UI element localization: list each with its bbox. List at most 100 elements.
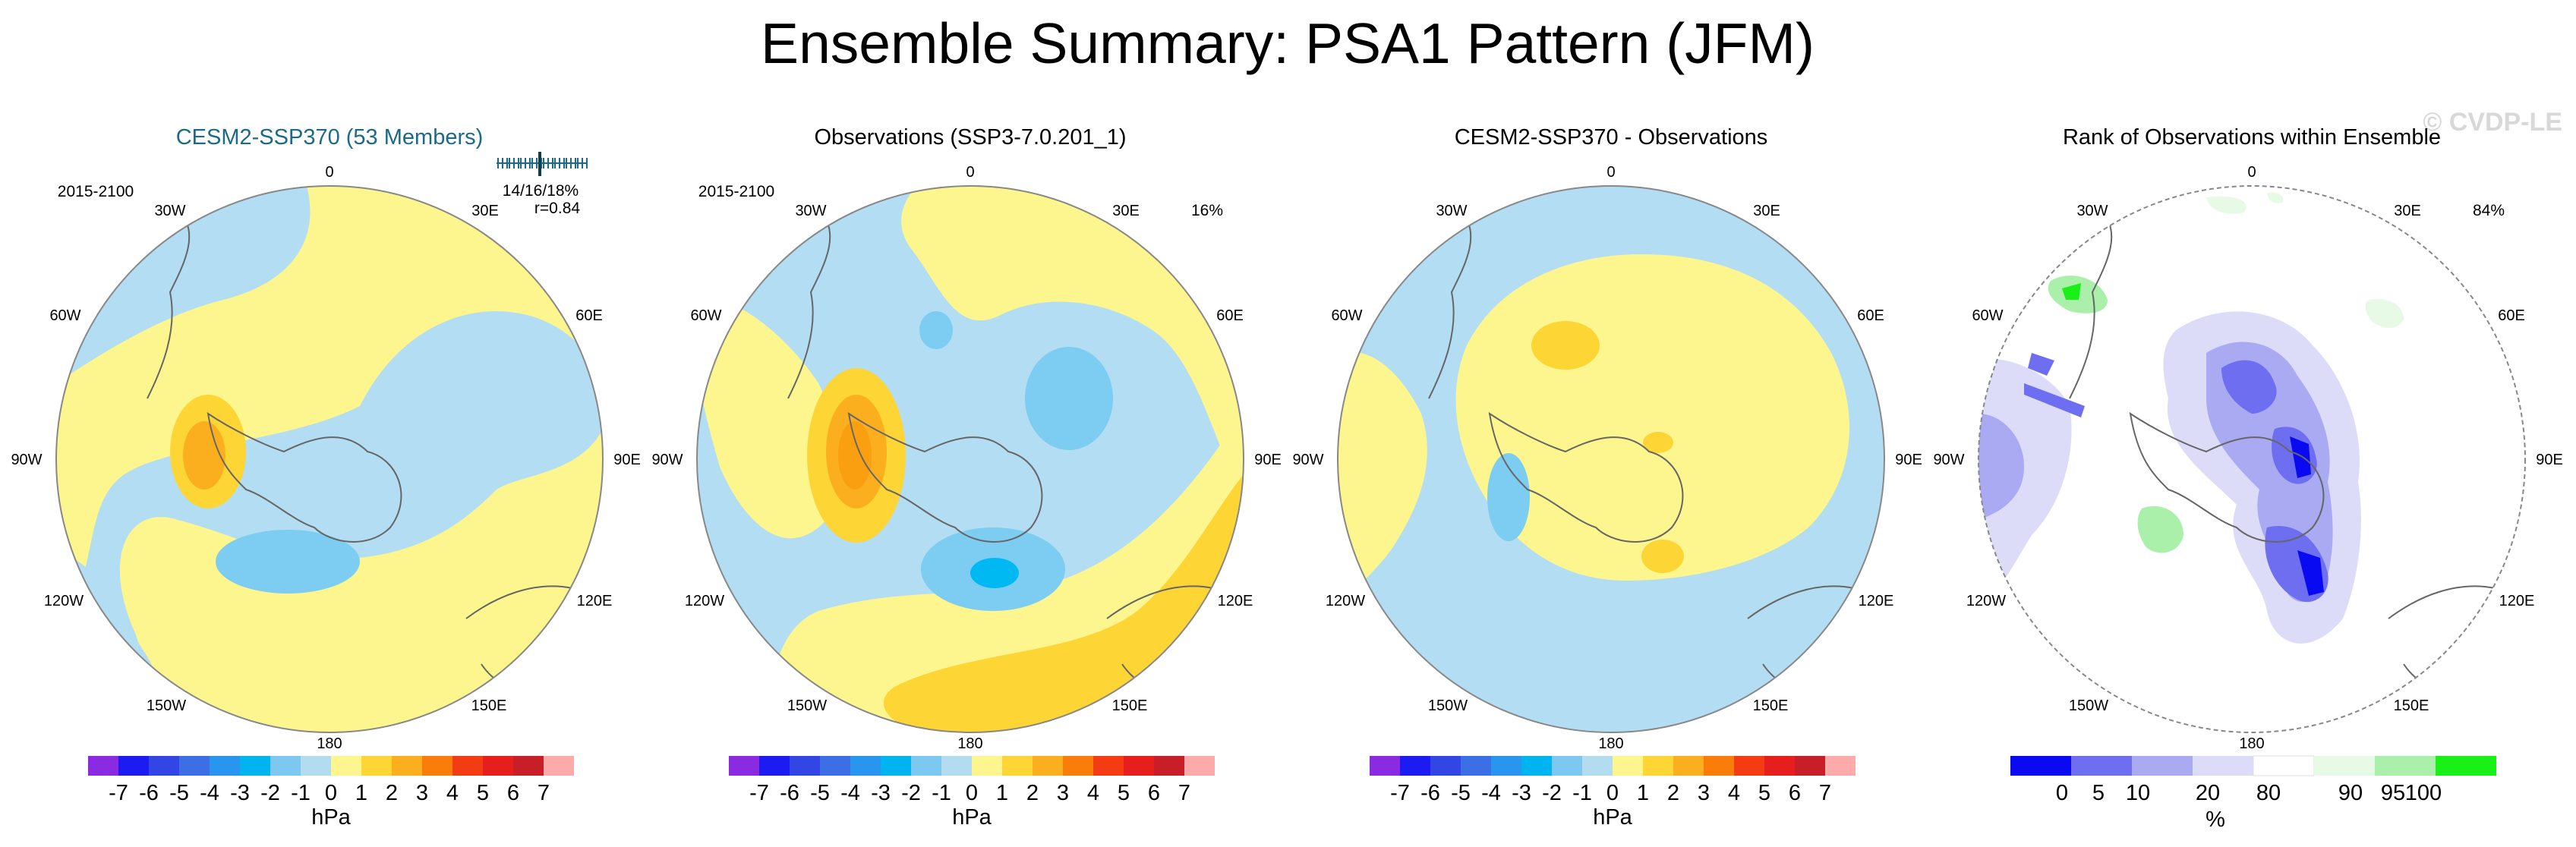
- colorbar-swatch: [2193, 756, 2253, 776]
- colorbar-tick-label: -2: [901, 781, 921, 805]
- colorbar-tick-label: 5: [477, 781, 489, 805]
- lon-label-0: 0: [966, 164, 974, 181]
- lon-label-60e: 60E: [2498, 307, 2525, 324]
- colorbar-tick-label: 4: [1728, 781, 1740, 805]
- colorbar-tick-label: 5: [2092, 781, 2105, 805]
- colorbar-swatch: [2314, 756, 2375, 776]
- colorbar-tick-label: 1: [996, 781, 1008, 805]
- colorbar-swatch: [544, 756, 574, 776]
- panel-observations: 0 180 30W 30E 60W 60E 90W 90E 120W 120E …: [651, 125, 1281, 752]
- ensemble-rank-strip: [497, 152, 588, 176]
- lon-label-90e: 90E: [1254, 452, 1282, 468]
- colorbar-swatch: [820, 756, 850, 776]
- colorbar-tick-label: -5: [810, 781, 830, 805]
- lon-label-30w: 30W: [1436, 203, 1467, 219]
- lon-label-120e: 120E: [1218, 593, 1253, 609]
- colorbar-swatch: [2253, 755, 2315, 776]
- colorbar-swatch: [1704, 756, 1734, 776]
- colorbar-swatch: [1795, 756, 1825, 776]
- colorbar-tick-label: 7: [538, 781, 550, 805]
- lon-label-150w: 150W: [2069, 697, 2108, 714]
- panel-rank: 0 180 30W 30E 60W 60E 90W 90E 120W 120E …: [1933, 125, 2562, 752]
- map-field: [1979, 186, 2525, 732]
- map-boundary: [696, 185, 1244, 733]
- rank-lt10-a: [1979, 414, 2024, 520]
- map-boundary: [1337, 185, 1885, 733]
- colorbar-tick-label: 0: [325, 781, 337, 805]
- colorbar-swatch: [1552, 756, 1582, 776]
- colorbar-tick-label: 5: [1118, 781, 1130, 805]
- colorbar-tick-label: -6: [139, 781, 159, 805]
- colorbar-swatch: [972, 756, 1002, 776]
- colorbar-swatch: [240, 756, 270, 776]
- period-label: 2015-2100: [698, 183, 774, 200]
- contour-positive-1: [901, 186, 1244, 497]
- lon-label-60w: 60W: [1972, 307, 2003, 324]
- colorbar-tick-label: 2: [386, 781, 398, 805]
- lon-label-60w: 60W: [1331, 307, 1362, 324]
- colorbar-tick-label: 6: [507, 781, 519, 805]
- lon-label-30e: 30E: [471, 203, 499, 219]
- colorbar-swatch: [1764, 756, 1795, 776]
- colorbar-swatch: [392, 756, 422, 776]
- lon-label-90e: 90E: [2536, 452, 2563, 468]
- colorbar-swatch: [1370, 756, 1400, 776]
- lon-label-150e: 150E: [1753, 697, 1789, 714]
- colorbar-swatch: [2436, 756, 2496, 776]
- lon-label-90w: 90W: [11, 452, 42, 468]
- colorbar-tick-label: -4: [200, 781, 219, 805]
- contour-negative-2: [1487, 453, 1530, 541]
- rank-lt5-b: [2028, 353, 2054, 376]
- lon-label-120e: 120E: [2499, 593, 2535, 609]
- colorbar-swatch: [422, 756, 452, 776]
- colorbar-swatch: [1154, 756, 1184, 776]
- lon-label-180: 180: [2239, 735, 2264, 752]
- contour-negative-4: [1025, 347, 1113, 450]
- colorbar-panel-4: 0 5 10 20 80 90 95 100%: [2010, 755, 2496, 832]
- colorbar-tick-label: -5: [1451, 781, 1471, 805]
- lon-label-90w: 90W: [1292, 452, 1323, 468]
- contour-positive-4: [1643, 432, 1673, 453]
- colorbar-tick-label: -4: [840, 781, 860, 805]
- colorbar-unit: hPa: [311, 805, 351, 830]
- figure-title: Ensemble Summary: PSA1 Pattern (JFM): [761, 11, 1815, 75]
- colorbar-swatch: [1063, 756, 1093, 776]
- lon-label-120w: 120W: [685, 593, 724, 609]
- panel-difference: 0 180 30W 30E 60W 60E 90W 90E 120W 120E …: [1292, 125, 1922, 752]
- colorbar-tick-label: 0: [966, 781, 978, 805]
- colorbar-tick-label: 4: [1087, 781, 1099, 805]
- colorbar-swatch: [1491, 756, 1521, 776]
- rank-gt90-b: [2206, 196, 2247, 214]
- colorbar-tick-label: 90: [2338, 781, 2363, 805]
- colorbar-swatch: [1613, 756, 1643, 776]
- panel-title: CESM2-SSP370 - Observations: [1455, 125, 1768, 150]
- colorbar-tick-label: -1: [291, 781, 311, 805]
- colorbar-tick-label: -1: [1572, 781, 1592, 805]
- coastline-antarctica: [2129, 411, 2325, 543]
- colorbar-tick-label: 95: [2381, 781, 2405, 805]
- map-field: [697, 186, 1244, 732]
- pct-rank: 84%: [2473, 202, 2505, 219]
- lon-label-60e: 60E: [575, 307, 603, 324]
- colorbar-tick-label: 10: [2126, 781, 2150, 805]
- colorbar-swatch: [1582, 756, 1613, 776]
- rank-lt5-a: [2024, 383, 2085, 417]
- colorbar-tick-label: 4: [446, 781, 459, 805]
- colorbar-tick-label: -7: [1390, 781, 1410, 805]
- colorbar-swatch: [790, 756, 820, 776]
- colorbar-tick-label: 7: [1178, 781, 1190, 805]
- colorbar-swatch: [850, 756, 881, 776]
- lon-label-30w: 30W: [795, 203, 826, 219]
- lon-label-60w: 60W: [49, 307, 80, 324]
- colorbar-swatch: [1430, 756, 1461, 776]
- contour-negative-4: [216, 530, 360, 594]
- colorbar-tick-label: 20: [2196, 781, 2220, 805]
- colorbar-panel-1: -7 -6 -5 -4 -3 -2 -1 0 1 2 3 4 5 6 7 hPa: [88, 756, 574, 830]
- contour-positive-6: [838, 421, 872, 490]
- colorbar-swatch: [1461, 756, 1491, 776]
- colorbar-tick-label: -4: [1481, 781, 1501, 805]
- rank-lt0-b: [2297, 550, 2324, 596]
- lon-label-30w: 30W: [2076, 203, 2108, 219]
- colorbar-tick-label: -6: [1420, 781, 1440, 805]
- coastline-south-america: [147, 208, 191, 399]
